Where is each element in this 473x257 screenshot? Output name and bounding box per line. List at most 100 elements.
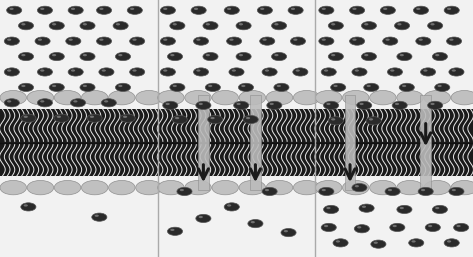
Circle shape (447, 8, 451, 10)
Circle shape (359, 103, 364, 105)
Circle shape (352, 8, 357, 10)
Circle shape (272, 52, 287, 61)
Circle shape (115, 83, 131, 91)
Circle shape (428, 101, 443, 109)
Circle shape (321, 223, 336, 232)
Circle shape (385, 39, 390, 41)
Ellipse shape (136, 180, 162, 195)
Circle shape (80, 83, 95, 91)
Circle shape (350, 37, 365, 45)
Circle shape (35, 37, 50, 45)
Circle shape (21, 114, 36, 122)
Circle shape (328, 22, 343, 30)
Circle shape (400, 207, 404, 209)
Circle shape (40, 69, 44, 72)
Circle shape (99, 68, 114, 76)
Circle shape (397, 205, 412, 214)
Circle shape (452, 189, 456, 191)
Circle shape (354, 225, 369, 233)
Circle shape (193, 68, 209, 76)
Circle shape (229, 68, 244, 76)
Circle shape (167, 227, 183, 235)
Circle shape (248, 219, 263, 228)
Circle shape (444, 6, 459, 14)
Ellipse shape (397, 180, 423, 195)
Circle shape (447, 37, 462, 45)
Ellipse shape (315, 90, 342, 105)
Circle shape (319, 6, 334, 14)
Circle shape (130, 8, 134, 10)
Circle shape (435, 207, 439, 209)
Circle shape (322, 39, 326, 41)
Circle shape (71, 8, 75, 10)
Circle shape (66, 37, 81, 45)
Circle shape (322, 189, 326, 191)
Circle shape (123, 116, 127, 118)
Circle shape (277, 85, 281, 87)
Circle shape (364, 54, 368, 56)
Circle shape (99, 8, 104, 10)
Circle shape (54, 114, 69, 122)
Circle shape (49, 22, 64, 30)
Ellipse shape (54, 90, 81, 105)
Circle shape (284, 230, 288, 232)
Circle shape (409, 239, 424, 247)
Circle shape (80, 22, 95, 30)
Circle shape (430, 103, 435, 105)
Circle shape (191, 6, 206, 14)
Circle shape (432, 52, 447, 61)
Bar (198, 95, 209, 190)
Circle shape (132, 39, 137, 41)
Circle shape (355, 185, 359, 187)
Circle shape (206, 23, 210, 25)
Circle shape (96, 37, 112, 45)
Circle shape (331, 23, 335, 25)
Circle shape (170, 83, 185, 91)
Circle shape (116, 23, 120, 25)
Circle shape (288, 6, 303, 14)
Circle shape (444, 239, 459, 247)
Circle shape (371, 240, 386, 248)
Circle shape (352, 39, 357, 41)
Circle shape (383, 37, 398, 45)
Circle shape (395, 103, 399, 105)
Circle shape (357, 226, 361, 228)
Circle shape (449, 68, 464, 76)
Circle shape (238, 83, 254, 91)
Circle shape (206, 54, 210, 56)
Circle shape (418, 187, 433, 196)
Circle shape (132, 69, 137, 72)
Circle shape (80, 52, 95, 61)
Circle shape (362, 206, 366, 208)
Circle shape (364, 23, 368, 25)
Circle shape (291, 8, 295, 10)
Circle shape (232, 69, 236, 72)
Circle shape (419, 39, 423, 41)
Circle shape (180, 189, 184, 191)
Circle shape (4, 37, 19, 45)
Ellipse shape (185, 90, 211, 105)
Circle shape (227, 8, 231, 10)
Circle shape (83, 54, 87, 56)
Circle shape (270, 103, 274, 105)
Circle shape (196, 214, 211, 223)
Circle shape (160, 6, 175, 14)
Ellipse shape (451, 180, 473, 195)
Circle shape (390, 69, 394, 72)
Ellipse shape (81, 90, 108, 105)
Circle shape (24, 116, 28, 118)
Circle shape (68, 6, 83, 14)
Circle shape (281, 228, 296, 237)
Circle shape (21, 54, 26, 56)
Circle shape (319, 187, 334, 196)
Circle shape (21, 203, 36, 211)
Circle shape (447, 240, 451, 243)
Circle shape (361, 22, 377, 30)
Ellipse shape (109, 180, 135, 195)
Circle shape (40, 8, 44, 10)
Circle shape (37, 6, 53, 14)
Circle shape (4, 68, 19, 76)
Circle shape (160, 37, 175, 45)
Circle shape (413, 6, 429, 14)
Circle shape (203, 52, 218, 61)
